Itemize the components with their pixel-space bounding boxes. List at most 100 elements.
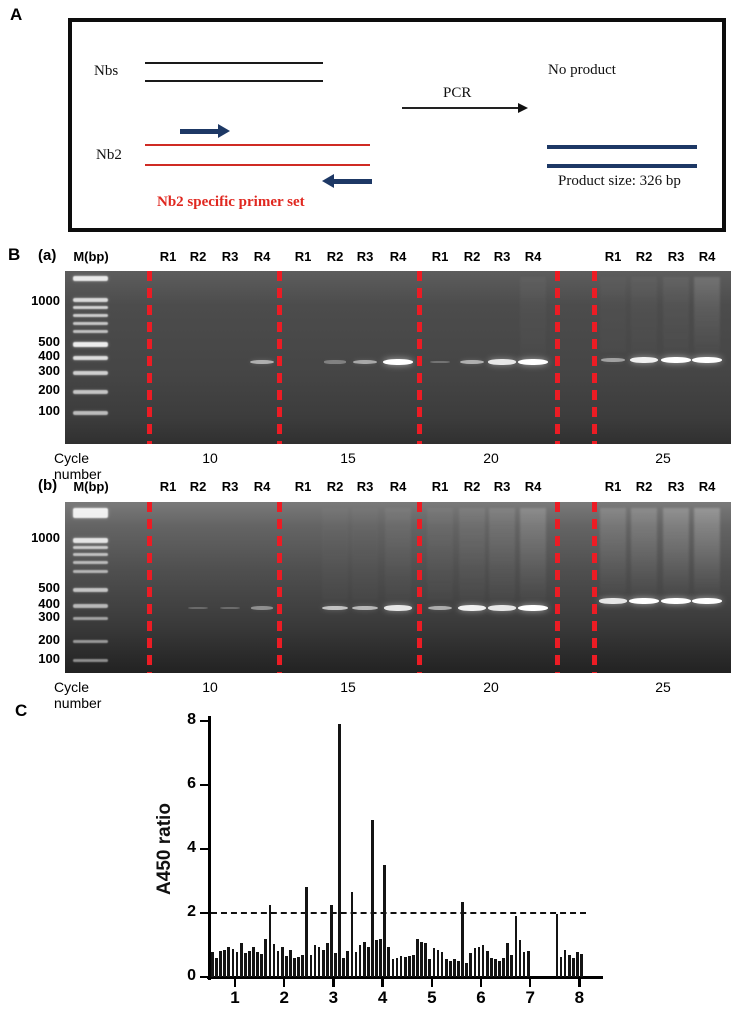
lane-label-a-0-0-3: R4 [253,249,271,264]
pcr-product-band [601,357,625,363]
chart-bar [247,951,251,977]
bp-size-label: 100 [38,403,60,418]
lane-label-a-0-3-1: R2 [635,249,653,264]
marker-ladder-band [73,588,108,592]
chart-bar [243,953,247,977]
pcr-product-band [459,359,485,365]
marker-ladder-band [73,411,108,415]
nbs-label: Nbs [94,63,119,79]
marker-ladder-band [73,546,108,549]
lane-label-a-0-2-1: R2 [463,249,481,264]
chart-y-tick [200,911,208,915]
chart-bar [489,957,493,977]
lane-smear [663,508,689,593]
marker-ladder-band [73,356,108,360]
chart-bar [379,939,382,977]
pcr-product-band [324,360,346,364]
chart-x-tick [332,978,335,987]
pcr-product-band [383,605,413,611]
marker-ladder-band [73,314,108,317]
pcr-product-band [427,605,453,611]
chart-bar [366,946,370,977]
chart-bar [428,959,432,977]
chart-bar [498,961,501,977]
pcr-product-band [629,356,659,364]
bp-size-label: 500 [38,334,60,349]
lane-smear [600,277,626,352]
lane-label-b-1-2-2: R3 [493,479,511,494]
pcr-product-band [250,606,274,610]
chart-bar [477,946,481,977]
bp-size-label: 400 [38,596,60,611]
pcr-product-band [629,597,659,605]
chart-bar [485,951,489,977]
chart-x-tick [381,978,384,987]
chart-bar [481,945,485,977]
marker-ladder-band [73,570,108,573]
chart-x-tick-label: 3 [328,988,339,1007]
marker-ladder-band [73,553,108,556]
marker-header-label: M(bp) [73,249,109,264]
chart-bar [272,944,276,977]
pcr-product-band [457,604,487,612]
lane-label-a-0-3-0: R1 [604,249,622,264]
pcr-product-band [383,358,413,366]
chart-bar [473,948,477,977]
chart-bar [375,940,378,977]
reverse-primer-arrowhead-icon [322,174,334,188]
lane-label-b-1-3-0: R1 [604,479,622,494]
chart-bar [252,946,255,977]
marker-ladder-band [73,298,108,302]
chart-x-tick [528,978,532,987]
lane-label-b-1-0-2: R3 [221,479,239,494]
lane-label-a-0-1-2: R3 [356,249,374,264]
marker-ladder-band [73,604,108,608]
chart-y-tick [200,719,208,723]
marker-ladder-band [73,276,108,281]
chart-x-tick [479,978,483,987]
bp-size-label: 100 [38,651,60,666]
red-dashed-divider [277,271,282,444]
lane-smear [427,508,453,600]
chart-y-axis-line [208,716,211,980]
bp-size-label: 300 [38,609,60,624]
marker-ladder-band [73,561,108,564]
chart-bar [465,962,469,977]
lane-smear [322,508,348,600]
pcr-product-band [487,359,517,365]
chart-bar [420,941,423,977]
pcr-product-band [661,597,691,605]
chart-bar [284,956,288,977]
cycle-number-value: 10 [202,450,218,466]
lane-label-a-0-2-3: R4 [524,249,542,264]
chart-bar [346,951,350,977]
chart-bar [440,952,444,977]
chart-y-tick-label: 4 [187,839,196,856]
chart-bar [571,958,575,977]
chart-bar [395,957,399,977]
lane-label-b-1-3-3: R4 [698,479,716,494]
pcr-arrowhead-icon [518,103,528,113]
lane-label-b-1-0-0: R1 [159,479,177,494]
lane-label-b-1-1-1: R2 [326,479,344,494]
chart-bar [354,952,358,977]
threshold-dashed-line [211,912,586,914]
cycle-number-caption: Cycle number [54,450,102,482]
gel-image-b [65,502,731,673]
marker-ladder-band [73,640,108,643]
bp-size-label: 300 [38,363,60,378]
chart-x-axis-line [207,975,603,979]
chart-bar [215,957,218,977]
chart-bar [580,954,583,977]
chart-bar [358,945,362,977]
lane-label-a-0-3-3: R4 [698,249,716,264]
chart-bar [301,954,305,977]
chart-bar [469,953,473,977]
chart-bar [555,913,559,977]
pcr-product-band [353,359,377,365]
marker-ladder-band [73,371,108,375]
chart-bar [297,956,300,977]
red-dashed-divider [277,502,282,673]
product-strand-bottom [547,164,697,168]
